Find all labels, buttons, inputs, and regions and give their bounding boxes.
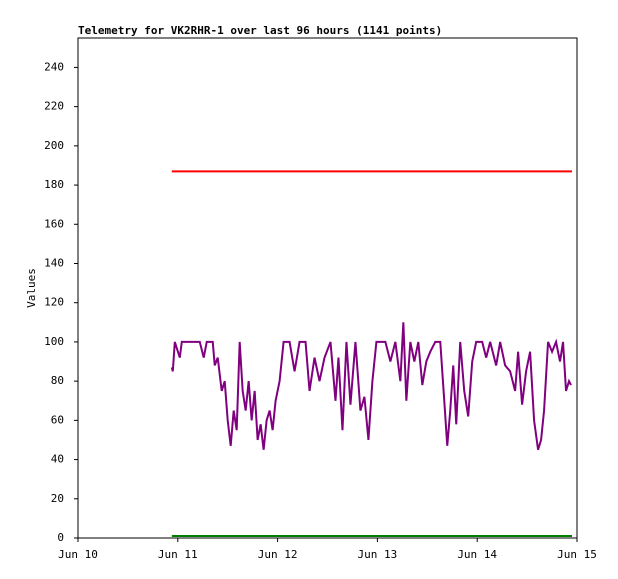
y-tick-label: 180 [44, 178, 64, 191]
y-axis-label: Values [25, 268, 38, 308]
y-tick-label: 100 [44, 335, 64, 348]
y-tick-label: 200 [44, 139, 64, 152]
x-tick-label: Jun 15 [557, 548, 597, 561]
y-tick-label: 20 [51, 492, 64, 505]
y-tick-label: 0 [57, 531, 64, 544]
series-line [170, 322, 572, 451]
y-tick-label: 120 [44, 296, 64, 309]
y-tick-label: 240 [44, 60, 64, 73]
plot-frame [77, 37, 578, 539]
y-tick-label: 140 [44, 256, 64, 269]
x-tick-label: Jun 11 [158, 548, 198, 561]
y-tick-label: 160 [44, 217, 64, 230]
chart-title: Telemetry for VK2RHR-1 over last 96 hour… [78, 24, 442, 37]
y-tick-label: 80 [51, 374, 64, 387]
x-tick-label: Jun 14 [457, 548, 497, 561]
x-tick-label: Jun 12 [258, 548, 298, 561]
y-tick-label: 60 [51, 413, 64, 426]
x-tick-label: Jun 13 [358, 548, 398, 561]
y-tick-label: 40 [51, 453, 64, 466]
y-tick-label: 220 [44, 100, 64, 113]
x-tick-label: Jun 10 [58, 548, 98, 561]
